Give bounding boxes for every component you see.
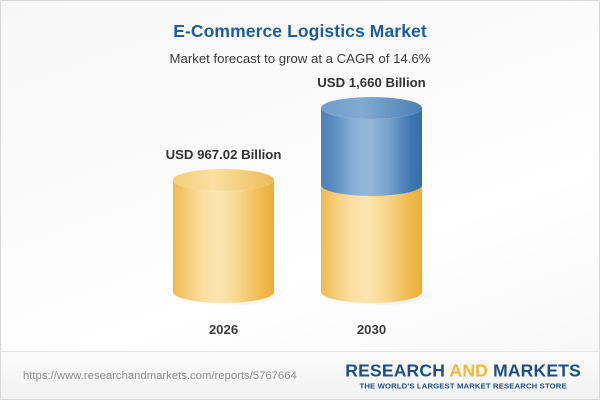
brand-logo[interactable]: RESEARCH AND MARKETS THE WORLD'S LARGEST… (345, 361, 581, 391)
logo-wordmark: RESEARCH AND MARKETS (345, 361, 581, 379)
cylinder-bar[interactable] (173, 167, 288, 309)
bar-value-label: USD 967.02 Billion (165, 147, 282, 162)
chart-subtitle: Market forecast to grow at a CAGR of 14.… (169, 51, 431, 66)
chart-header: E-Commerce Logistics Market Market forec… (1, 21, 599, 67)
logo-word-markets: MARKETS (493, 359, 581, 380)
logo-tagline: THE WORLD'S LARGEST MARKET RESEARCH STOR… (359, 381, 567, 391)
bar-value-label: USD 1,660 Billion (317, 75, 426, 90)
category-label: 2026 (208, 322, 239, 337)
logo-word-and: AND (449, 359, 488, 380)
footer-bar: https://www.researchandmarkets.com/repor… (1, 351, 599, 399)
cylinder-bar[interactable] (321, 95, 436, 309)
report-url[interactable]: https://www.researchandmarkets.com/repor… (23, 369, 297, 382)
page-title: E-Commerce Logistics Market (173, 21, 427, 41)
chart-plot-area: USD 967.02 Billion 2026 USD 1,660 Billio… (1, 1, 599, 353)
logo-word-research: RESEARCH (345, 359, 446, 380)
category-label: 2030 (356, 322, 387, 337)
